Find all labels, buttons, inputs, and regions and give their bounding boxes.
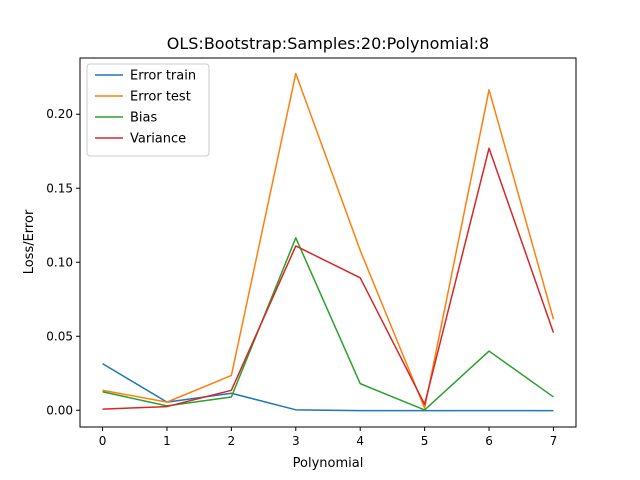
y-tick-label: 0.20	[46, 107, 73, 121]
y-tick-label: 0.05	[46, 329, 73, 343]
x-tick-label: 1	[163, 434, 171, 448]
series-line-0	[102, 363, 554, 412]
y-axis: 0.00 0.05 0.10 0.15 0.20	[46, 107, 80, 417]
legend-label-2: Bias	[130, 111, 157, 126]
chart-title: OLS:Bootstrap:Samples:20:Polynomial:8	[167, 34, 489, 53]
plot-area	[102, 72, 555, 412]
y-axis-label: Loss/Error	[22, 209, 37, 274]
x-tick-label: 5	[421, 434, 429, 448]
x-tick-label: 0	[99, 434, 107, 448]
y-tick-label: 0.10	[46, 255, 73, 269]
x-axis-label: Polynomial	[293, 456, 364, 471]
x-tick-label: 6	[485, 434, 493, 448]
legend: Error train Error test Bias Variance	[86, 63, 210, 157]
legend-label-3: Variance	[130, 132, 186, 147]
x-tick-label: 3	[292, 434, 300, 448]
y-tick-label: 0.00	[46, 403, 73, 417]
x-tick-label: 7	[550, 434, 558, 448]
x-axis: 0 1 2 3 4 5 6 7	[99, 427, 558, 448]
series-line-1	[102, 72, 555, 409]
series-line-2	[102, 237, 554, 411]
series-line-3	[102, 147, 555, 410]
x-tick-label: 2	[228, 434, 236, 448]
y-tick-label: 0.15	[46, 181, 73, 195]
x-tick-label: 4	[356, 434, 364, 448]
legend-label-0: Error train	[130, 69, 196, 84]
plot-frame	[79, 57, 577, 428]
legend-box	[86, 63, 210, 157]
legend-label-1: Error test	[130, 90, 191, 105]
